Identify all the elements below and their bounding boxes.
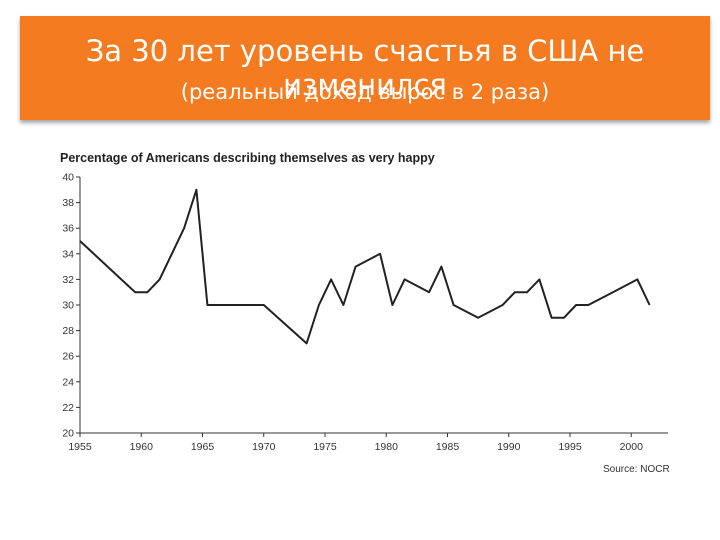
x-tick-label: 1980 [375,441,399,453]
y-tick-label: 28 [62,325,74,337]
y-tick-label: 34 [62,248,74,260]
series-line-very-happy [79,188,651,345]
y-tick-label: 30 [62,300,74,312]
x-tick-label: 1960 [130,441,154,453]
slide-subtitle: (реальный доход вырос в 2 раза) [180,80,550,104]
chart-source: Source: NOCR [603,464,670,475]
y-tick-label: 26 [62,351,74,363]
x-tick-label: 1985 [436,441,460,453]
y-tick-label: 24 [62,376,74,388]
x-tick-label: 2000 [620,441,644,453]
y-tick-label: 40 [62,172,74,184]
chart-title: Percentage of Americans describing thems… [60,151,435,165]
slide-title: За 30 лет уровень счастья в США не измен… [85,34,645,102]
x-tick-label: 1965 [191,441,215,453]
y-tick-label: 38 [62,197,74,209]
y-tick-label: 20 [62,428,74,440]
y-tick-label: 32 [62,274,74,286]
x-tick-label: 1970 [252,441,276,453]
x-tick-label: 1995 [558,441,582,453]
y-tick-label: 36 [62,223,74,235]
y-tick-label: 22 [62,402,74,414]
x-tick-label: 1975 [313,441,337,453]
x-tick-label: 1955 [68,441,92,453]
title-banner: За 30 лет уровень счастья в США не измен… [20,16,710,120]
x-tick-label: 1990 [497,441,521,453]
